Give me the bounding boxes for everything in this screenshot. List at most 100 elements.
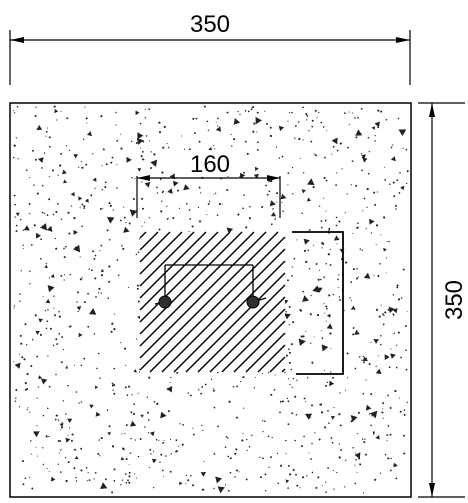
- aggregate-dot: [22, 229, 24, 231]
- aggregate-dot: [347, 146, 349, 149]
- aggregate-dot: [357, 411, 360, 414]
- aggregate-stone: [38, 318, 43, 323]
- aggregate-dot: [320, 121, 323, 124]
- aggregate-dot: [198, 140, 201, 143]
- aggregate-dot: [141, 225, 143, 227]
- aggregate-dot: [73, 467, 76, 470]
- aggregate-dot: [165, 455, 167, 457]
- aggregate-dot: [160, 210, 163, 213]
- aggregate-dot: [248, 217, 251, 220]
- aggregate-dot: [326, 381, 329, 384]
- aggregate-dot: [273, 388, 276, 391]
- aggregate-dot: [397, 117, 400, 120]
- aggregate-dot: [246, 152, 249, 155]
- aggregate-dot: [325, 262, 328, 265]
- aggregate-dot: [140, 155, 143, 158]
- aggregate-dot: [281, 201, 283, 203]
- aggregate-dot: [44, 310, 46, 312]
- aggregate-dot: [42, 447, 44, 449]
- aggregate-stone: [355, 129, 363, 136]
- aggregate-dot: [285, 439, 287, 442]
- hatch-line: [197, 284, 286, 373]
- aggregate-dot: [45, 435, 48, 438]
- aggregate-dot: [251, 434, 253, 437]
- aggregate-dot: [243, 194, 245, 196]
- aggregate-dot: [322, 197, 324, 199]
- aggregate-dot: [389, 407, 392, 409]
- aggregate-dot: [315, 154, 318, 157]
- aggregate-dot: [185, 474, 188, 476]
- aggregate-stone: [140, 414, 144, 418]
- aggregate-dot: [29, 212, 31, 215]
- aggregate-dot: [264, 473, 267, 476]
- aggregate-stone: [76, 306, 82, 311]
- aggregate-dot: [370, 341, 372, 344]
- aggregate-dot: [59, 164, 62, 167]
- aggregate-dot: [299, 309, 303, 312]
- aggregate-stone: [74, 455, 79, 460]
- aggregate-dot: [191, 225, 194, 228]
- aggregate-dot: [395, 208, 397, 210]
- aggregate-dot: [68, 232, 71, 235]
- hatch-lines: [139, 231, 286, 373]
- aggregate-dot: [243, 171, 245, 174]
- aggregate-dot: [288, 348, 290, 351]
- aggregate-dot: [55, 373, 57, 376]
- aggregate-dot: [52, 213, 55, 216]
- aggregate-stone: [149, 431, 155, 437]
- aggregate-dot: [242, 432, 244, 434]
- aggregate-dot: [399, 410, 402, 413]
- aggregate-dot: [85, 117, 88, 120]
- aggregate-dot: [361, 438, 364, 440]
- aggregate-dot: [130, 411, 133, 414]
- aggregate-dot: [268, 466, 270, 469]
- aggregate-stone: [301, 189, 306, 194]
- hatch-line: [139, 231, 183, 275]
- aggregate-dot: [366, 206, 368, 208]
- aggregate-stone: [215, 476, 222, 484]
- aggregate-dot: [301, 212, 303, 215]
- aggregate-dot: [166, 205, 168, 207]
- aggregate-dot: [65, 245, 67, 248]
- aggregate-dot: [186, 202, 188, 205]
- aggregate-dot: [34, 114, 37, 118]
- aggregate-dot: [232, 386, 235, 388]
- aggregate-dot: [98, 439, 100, 441]
- aggregate-stone: [36, 124, 43, 130]
- aggregate-dot: [345, 459, 347, 462]
- aggregate-dot: [202, 488, 205, 491]
- aggregate-dot: [198, 389, 200, 391]
- aggregate-dot: [378, 315, 381, 318]
- hatch-line: [139, 231, 147, 239]
- aggregate-dot: [320, 226, 323, 229]
- hatch-line: [221, 308, 286, 373]
- aggregate-dot: [299, 487, 301, 489]
- aggregate-dot: [269, 126, 272, 129]
- aggregate-dot: [380, 304, 382, 306]
- aggregate-dot: [63, 247, 65, 250]
- aggregate-dot: [69, 273, 72, 276]
- aggregate-dot: [238, 471, 240, 473]
- aggregate-dot: [262, 420, 264, 422]
- aggregate-dot: [127, 385, 131, 388]
- aggregate-dot: [285, 453, 287, 455]
- aggregate-dot: [13, 307, 15, 309]
- aggregate-dot: [86, 480, 89, 482]
- aggregate-dot: [115, 111, 117, 114]
- aggregate-dot: [160, 453, 163, 456]
- inner-dim-label: 160: [190, 151, 230, 178]
- aggregate-dot: [363, 361, 365, 364]
- aggregate-dot: [244, 110, 247, 112]
- aggregate-dot: [64, 456, 67, 459]
- aggregate-dot: [144, 221, 146, 223]
- aggregate-dot: [236, 385, 239, 388]
- aggregate-dot: [182, 424, 184, 426]
- aggregate-dot: [22, 247, 24, 250]
- aggregate-dot: [377, 355, 379, 357]
- aggregate-dot: [60, 426, 64, 429]
- aggregate-dot: [382, 313, 384, 315]
- aggregate-dot: [322, 126, 325, 128]
- aggregate-dot: [79, 278, 82, 281]
- aggregate-dot: [20, 342, 23, 345]
- aggregate-dot: [192, 117, 195, 120]
